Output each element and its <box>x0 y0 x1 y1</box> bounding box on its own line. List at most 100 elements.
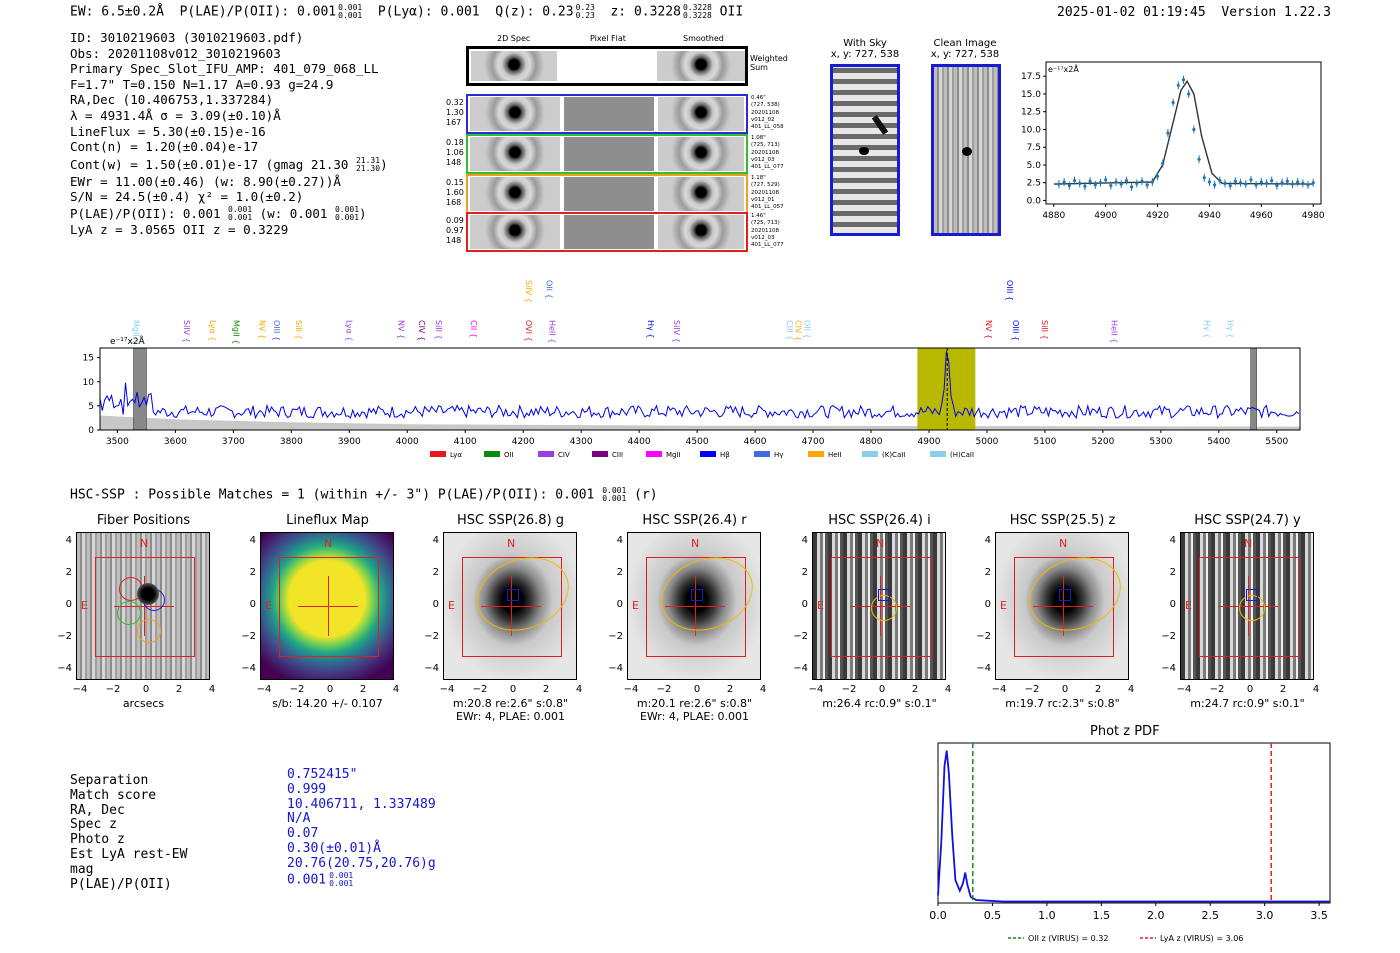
info-line: RA,Dec (10.406753,1.337284) <box>70 92 274 108</box>
hsc-ytick-label: −4 <box>976 663 991 674</box>
hsc-xtick-label: 4 <box>759 684 767 695</box>
match-value-text: 0.999 <box>287 781 327 797</box>
zoom-xtick-label: 4900 <box>1094 211 1117 221</box>
spectrum-xtick-label: 3700 <box>222 437 245 447</box>
zoom-data-point <box>1078 181 1082 186</box>
match-label: mag <box>70 861 94 877</box>
cutout-stat: 1.06 <box>446 148 464 157</box>
spectrum-xtick-label: 4300 <box>570 437 593 447</box>
header-qz: Q(z): 0.23 <box>495 4 574 20</box>
spectrum-ytick-label: 0 <box>88 426 94 436</box>
hsc-ytick-label: 2 <box>1169 567 1176 578</box>
spectrum-legend-swatch <box>754 451 770 457</box>
zoom-data-point <box>1270 178 1274 183</box>
cutout-meta-line: 0.46" <box>751 95 766 101</box>
hsc-ytick-label: −4 <box>57 663 72 674</box>
cutout-meta-line: v012_01 <box>751 196 775 203</box>
spectrum-line-label: SiIV { <box>524 280 533 303</box>
clean-title: Clean Image <box>933 38 997 49</box>
spectrum-line-label: Lyα { <box>344 320 353 341</box>
match-value-text: 0.30(±0.01)Å <box>287 841 381 856</box>
aperture-box <box>1199 557 1299 657</box>
zoom-data-point <box>1192 127 1196 132</box>
cutout-header-flat: Pixel Flat <box>590 34 626 43</box>
full-spectrum-chart: e⁻¹⁷x2Å 3500 3600 3700 3800 3900 4000 4100 4200 4… <box>83 280 1301 459</box>
hsc-ytick-label: 4 <box>65 535 72 546</box>
spectrum-line-label: OIII { <box>1011 320 1020 341</box>
hsc-summary-sup: 0.001 <box>602 486 627 495</box>
weighted-sum-label: Weighted Sum <box>750 54 788 72</box>
hsc-ytick-label: −2 <box>424 631 439 642</box>
zoom-data-point <box>1155 174 1160 178</box>
cutout-stat: 0.09 <box>446 216 464 225</box>
hsc-xtick-label: −2 <box>289 684 305 695</box>
with-sky-title: With Sky <box>843 38 887 49</box>
galaxy-ellipse <box>1239 595 1265 621</box>
zoom-data-point <box>1197 157 1201 161</box>
cutout-flat <box>564 177 654 211</box>
zoom-data-point <box>1067 183 1071 188</box>
zoom-data-point <box>1207 180 1212 184</box>
header-timestamp-block: 2025-01-02 01:19:45 Version 1.22.3 <box>1057 5 1331 20</box>
match-value: 0.30(±0.01)Å <box>287 841 381 857</box>
spectrum-line <box>99 351 1300 420</box>
cutout-row-meta: 1.18" (727, 529) 20201108 v012_01 401_LL_057 <box>751 175 784 211</box>
info-line: S/N = 24.5(±0.4) χ² = 1.0(±0.2) <box>70 189 304 205</box>
weighted-flat <box>559 51 655 81</box>
spectrum-line-label: Hγ { <box>1226 320 1235 338</box>
cutout-meta-line: 401_LL_077 <box>751 242 784 249</box>
spectrum-legend-label: (H)CaII <box>950 451 974 459</box>
zoom-ytick-label: 12.5 <box>1021 108 1041 118</box>
spectrum-line-label: HeII { <box>1110 320 1119 343</box>
cutout-stat: 167 <box>446 118 462 127</box>
cutout-smoothed <box>658 137 744 171</box>
crosshair-v <box>1063 576 1064 636</box>
spectrum-line-label: OVI { <box>524 320 533 342</box>
match-value-text: 20.76(20.75,20.76)g <box>287 855 436 871</box>
info-contw-sub: 21.30 <box>355 164 381 174</box>
spectrum-xtick-label: 3900 <box>338 437 361 447</box>
zoom-unit-label: e⁻¹⁷x2Å <box>1048 63 1079 74</box>
match-plae-sub: 0.001 <box>329 878 354 888</box>
spectrum-legend-swatch <box>484 451 500 457</box>
spectrum-legend-swatch <box>592 451 608 457</box>
photz-legend-lya: LyA z (VIRUS) = 3.06 <box>1160 934 1243 943</box>
zoom-data-point <box>1062 180 1066 184</box>
fiber-circle <box>137 619 161 643</box>
photz-legend-oii: OII z (VIRUS) = 0.32 <box>1028 934 1108 943</box>
cutout-meta-line: 20201108 <box>751 109 779 116</box>
cutout-stat: 0.18 <box>446 138 464 147</box>
spectrum-legend-label: Lyα <box>450 451 462 459</box>
cutout-stat: 148 <box>446 236 462 245</box>
zoom-data-point <box>1176 83 1180 88</box>
spectrum-legend-label: HeII <box>828 451 842 459</box>
sky-streak <box>871 115 889 135</box>
hsc-cutout-image: N E <box>443 532 580 680</box>
spectrum-legend-label: CIII <box>612 451 623 459</box>
crosshair-v <box>695 576 696 636</box>
hsc-summary-band: (r) <box>634 487 658 503</box>
hsc-cutout-image: N E <box>260 532 394 680</box>
weighted-2d <box>471 51 557 81</box>
match-label: Photo z <box>70 832 125 848</box>
hsc-xtick-label: 4 <box>944 684 952 695</box>
cutout-header-2d: 2D Spec <box>497 34 531 43</box>
cutout-meta-line: (727, 538) <box>751 102 780 109</box>
hsc-ytick-label: −2 <box>57 631 72 642</box>
spectrum-legend-label: OII <box>504 451 514 459</box>
match-plae-fraction: 0.001 0.001 <box>329 871 354 888</box>
spectrum-line-label: NV { <box>397 320 406 339</box>
hsc-xtick-label: 4 <box>1127 684 1135 695</box>
hsc-xtick-label: 0 <box>1246 684 1254 695</box>
photz-xtick-label: 3.0 <box>1256 909 1274 922</box>
spectrum-ytick-label: 15 <box>83 354 94 364</box>
spectrum-masked-region <box>133 347 147 431</box>
hsc-xtick-label: −4 <box>439 684 455 695</box>
cutout-row <box>466 212 748 252</box>
photz-xtick-label: 1.0 <box>1038 909 1056 922</box>
hsc-ytick-label: 0 <box>616 599 623 610</box>
compass-e: E <box>448 599 455 612</box>
hsc-cutout-image: N E <box>627 532 764 680</box>
spectrum-ytick-label: 5 <box>88 402 94 412</box>
zoom-xtick-label: 4960 <box>1250 211 1273 221</box>
